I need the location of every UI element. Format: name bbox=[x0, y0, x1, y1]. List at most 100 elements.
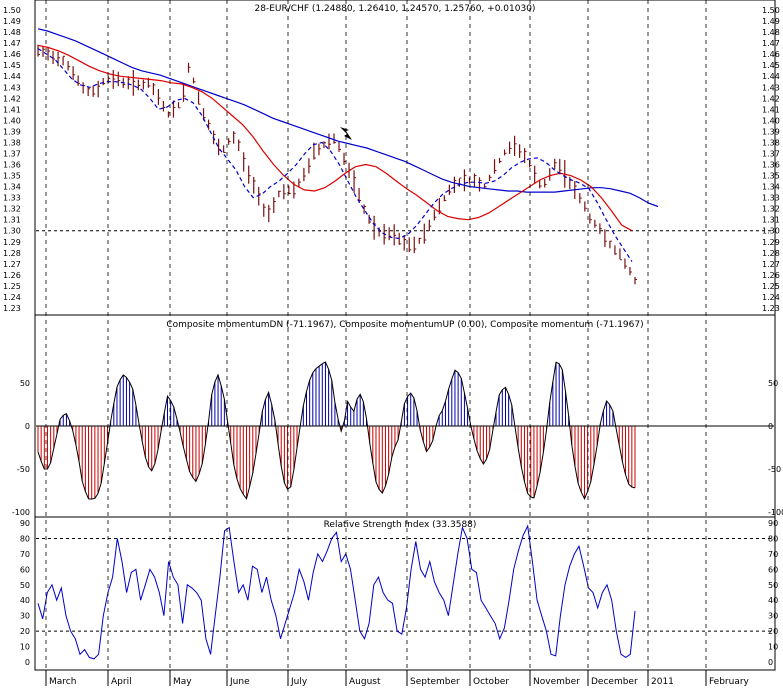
momentum-y-tick-label: 0 bbox=[25, 422, 30, 431]
price-y-tick-label: 1.48 bbox=[3, 28, 21, 37]
momentum-chart-title: Composite momentumDN (-71.1967), Composi… bbox=[166, 320, 643, 330]
rsi-y-tick-label: 70 bbox=[20, 550, 30, 559]
rsi-y-tick-label: 70 bbox=[768, 550, 778, 559]
price-y-tick-label: 1.39 bbox=[3, 127, 21, 136]
price-y-tick-label: 1.24 bbox=[762, 293, 780, 302]
rsi-y-tick-label: 50 bbox=[768, 581, 778, 590]
price-y-tick-label: 1.44 bbox=[3, 72, 21, 81]
rsi-y-tick-label: 20 bbox=[768, 627, 778, 636]
price-y-tick-label: 1.31 bbox=[762, 216, 780, 225]
price-y-tick-label: 1.34 bbox=[3, 183, 21, 192]
price-y-axis-left: 1.23 1.24 1.25 1.26 1.27 1.28 1.29 1.30 1.31 1.32… bbox=[3, 6, 21, 313]
price-y-tick-label: 1.27 bbox=[762, 260, 780, 269]
month-label: November bbox=[533, 677, 580, 686]
momentum-envelope-line bbox=[37, 361, 636, 501]
price-y-tick-label: 1.41 bbox=[762, 105, 780, 114]
price-y-tick-label: 1.32 bbox=[762, 205, 780, 214]
momentum-y-tick-label: 50 bbox=[768, 379, 778, 388]
month-label: September bbox=[410, 677, 460, 686]
rsi-y-tick-label: 0 bbox=[768, 658, 773, 667]
month-label: March bbox=[49, 677, 76, 686]
month-label: February bbox=[709, 677, 750, 686]
price-y-tick-label: 1.50 bbox=[762, 6, 780, 15]
price-y-tick-label: 1.47 bbox=[762, 39, 780, 48]
momentum-y-tick-label: -50 bbox=[768, 465, 781, 474]
price-y-tick-label: 1.28 bbox=[762, 249, 780, 258]
price-y-tick-label: 1.36 bbox=[762, 161, 780, 170]
momentum-y-tick-label: -100 bbox=[768, 508, 783, 517]
price-y-tick-label: 1.42 bbox=[3, 94, 21, 103]
rsi-y-tick-label: 80 bbox=[20, 534, 30, 543]
price-y-tick-label: 1.37 bbox=[762, 149, 780, 158]
momentum-y-tick-label: 50 bbox=[20, 379, 30, 388]
price-y-tick-label: 1.43 bbox=[3, 83, 21, 92]
price-y-tick-label: 1.35 bbox=[3, 172, 21, 181]
moving-average-line bbox=[37, 44, 633, 232]
price-y-tick-label: 1.38 bbox=[3, 138, 21, 147]
price-y-tick-label: 1.30 bbox=[3, 227, 21, 236]
month-label: June bbox=[229, 677, 250, 686]
month-label: April bbox=[111, 677, 132, 686]
moving-average-lines bbox=[37, 28, 659, 262]
price-y-tick-label: 1.49 bbox=[3, 17, 21, 26]
price-y-tick-label: 1.49 bbox=[762, 17, 780, 26]
price-y-tick-label: 1.45 bbox=[762, 61, 780, 70]
rsi-y-tick-label: 0 bbox=[25, 658, 30, 667]
price-y-tick-label: 1.28 bbox=[3, 249, 21, 258]
price-y-tick-label: 1.31 bbox=[3, 216, 21, 225]
price-y-tick-label: 1.26 bbox=[762, 271, 780, 280]
month-label: October bbox=[473, 677, 509, 686]
rsi-line bbox=[37, 524, 636, 660]
price-y-tick-label: 1.34 bbox=[762, 183, 780, 192]
price-panel: 28-EUR/CHF (1.24880, 1.26410, 1.24570, 1… bbox=[3, 0, 780, 316]
rsi-y-tick-label: 50 bbox=[20, 581, 30, 590]
rsi-y-tick-label: 40 bbox=[768, 596, 778, 605]
price-y-tick-label: 1.27 bbox=[3, 260, 21, 269]
momentum-panel: Composite momentumDN (-71.1967), Composi… bbox=[12, 314, 783, 518]
price-y-tick-label: 1.45 bbox=[3, 61, 21, 70]
rsi-reference-lines bbox=[36, 537, 774, 632]
price-y-tick-label: 1.29 bbox=[3, 238, 21, 247]
price-y-tick-label: 1.38 bbox=[762, 138, 780, 147]
price-y-tick-label: 1.42 bbox=[762, 94, 780, 103]
price-y-tick-label: 1.50 bbox=[3, 6, 21, 15]
rsi-y-tick-label: 10 bbox=[768, 643, 778, 652]
price-y-tick-label: 1.48 bbox=[762, 28, 780, 37]
month-label: August bbox=[349, 677, 381, 686]
price-y-tick-label: 1.23 bbox=[762, 304, 780, 313]
price-y-tick-label: 1.43 bbox=[762, 83, 780, 92]
price-y-tick-label: 1.32 bbox=[3, 205, 21, 214]
x-axis-months: March April May June July August September Octo… bbox=[36, 669, 774, 687]
month-label: July bbox=[290, 677, 308, 686]
price-y-tick-label: 1.35 bbox=[762, 172, 780, 181]
rsi-chart-title: Relative Strength Index (33.3588) bbox=[324, 520, 477, 530]
price-y-tick-label: 1.40 bbox=[3, 116, 21, 125]
price-y-tick-label: 1.39 bbox=[762, 127, 780, 136]
rsi-y-tick-label: 40 bbox=[20, 596, 30, 605]
price-y-tick-label: 1.25 bbox=[3, 282, 21, 291]
rsi-y-tick-label: 20 bbox=[20, 627, 30, 636]
moving-average-line bbox=[37, 48, 633, 262]
price-y-tick-label: 1.37 bbox=[3, 149, 21, 158]
moving-average-line bbox=[37, 28, 659, 208]
price-y-tick-label: 1.29 bbox=[762, 238, 780, 247]
rsi-y-axis: 90 90 80 80 70 70 60 60 50 50 40 40 30 30 20 20 10 10 0 0 bbox=[20, 519, 778, 667]
price-y-tick-label: 1.33 bbox=[3, 194, 21, 203]
rsi-y-tick-label: 90 bbox=[20, 519, 30, 528]
rsi-y-tick-label: 90 bbox=[768, 519, 778, 528]
rsi-y-tick-label: 60 bbox=[768, 565, 778, 574]
month-label: December bbox=[591, 677, 638, 686]
momentum-bars bbox=[37, 361, 636, 500]
price-y-tick-label: 1.41 bbox=[3, 105, 21, 114]
price-y-tick-label: 1.44 bbox=[762, 72, 780, 81]
price-y-tick-label: 1.25 bbox=[762, 282, 780, 291]
price-y-tick-label: 1.24 bbox=[3, 293, 21, 302]
momentum-y-tick-label: -100 bbox=[12, 508, 30, 517]
price-y-tick-label: 1.40 bbox=[762, 116, 780, 125]
rsi-y-tick-label: 30 bbox=[20, 612, 30, 621]
price-y-tick-label: 1.33 bbox=[762, 194, 780, 203]
momentum-y-tick-label: -50 bbox=[17, 465, 30, 474]
rsi-y-tick-label: 30 bbox=[768, 612, 778, 621]
